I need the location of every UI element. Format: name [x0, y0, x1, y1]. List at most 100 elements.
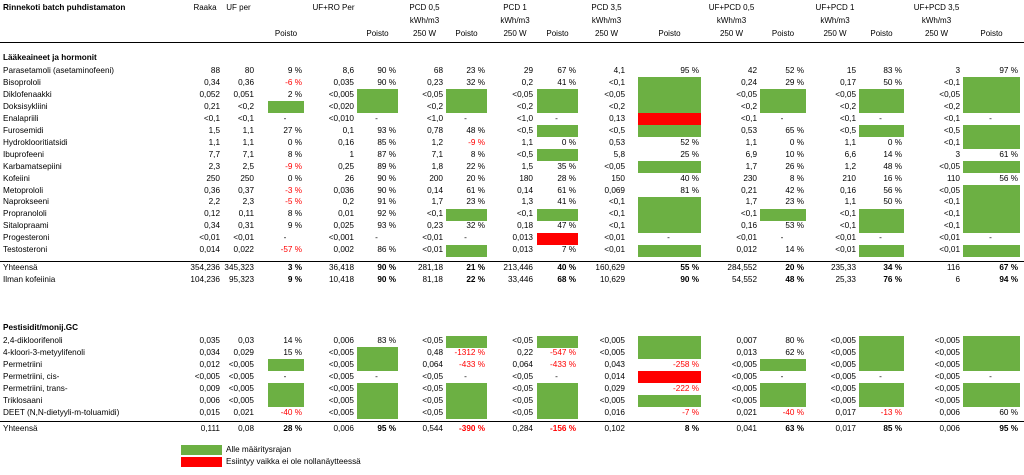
measured-value: 0,029: [233, 347, 255, 357]
measured-value: <0,005: [599, 336, 625, 345]
removal-value: 32 %: [466, 221, 485, 231]
measured-value: <0,2: [426, 101, 443, 111]
column-header-ufpcd35: kWh/m3: [921, 16, 952, 25]
removal-value: 28 %: [557, 173, 576, 183]
measured-value: <0,005: [830, 371, 856, 381]
row-separator: [0, 421, 1024, 422]
measured-value: 0,012: [199, 359, 221, 369]
below-limit-cell: [638, 347, 701, 360]
removal-value: 8 %: [287, 149, 302, 159]
below-limit-cell: [859, 125, 904, 138]
measured-value: <0,005: [934, 383, 960, 393]
removal-value: 21 %: [466, 263, 485, 272]
below-limit-cell: [537, 101, 578, 114]
removal-value: 85 %: [883, 424, 902, 433]
measured-value: <0,005: [934, 395, 960, 405]
below-limit-cell: [268, 101, 304, 114]
column-header-ufpcd1: kWh/m3: [820, 16, 850, 25]
measured-value: 0,041: [736, 424, 758, 433]
row-label: Progesteroni: [3, 233, 50, 243]
below-limit-cell: [446, 383, 487, 396]
measured-value: 0,2: [342, 197, 354, 207]
removal-value: 10 %: [785, 149, 804, 159]
below-limit-cell: [760, 101, 806, 114]
row-label: Propranololi: [3, 209, 47, 219]
measured-value: 0,21: [741, 185, 757, 195]
measured-value: 0,25: [338, 161, 354, 171]
measured-value: -: [464, 371, 467, 381]
measured-value: 3: [955, 66, 960, 75]
removal-value: 47 %: [557, 221, 576, 231]
measured-value: <0,05: [422, 371, 443, 381]
measured-value: 1,1: [745, 137, 757, 147]
removal-value: 7 %: [561, 245, 576, 255]
column-header-p_ufpcd35: Poisto: [980, 29, 1003, 38]
removal-value: 14 %: [283, 336, 302, 345]
measured-value: 0,284: [512, 424, 534, 433]
measured-value: <0,05: [939, 89, 960, 99]
removal-value: 48 %: [785, 275, 804, 284]
measured-value: <0,1: [608, 77, 625, 87]
measured-value: 0,016: [604, 407, 626, 417]
removal-value: 8 %: [470, 149, 485, 159]
measured-value: 5,8: [613, 149, 625, 159]
measured-value: 0,34: [204, 221, 220, 231]
measured-value: <0,005: [328, 395, 354, 405]
measured-value: <0,005: [731, 359, 757, 369]
measured-value: <0,005: [934, 336, 960, 345]
measured-value: -: [780, 113, 784, 123]
measured-value: <0,01: [939, 233, 960, 243]
below-limit-cell: [963, 208, 1020, 221]
removal-value: 0 %: [789, 137, 804, 147]
row-label: Parasetamoli (asetaminofeeni): [3, 66, 115, 75]
measured-value: 54,552: [731, 275, 757, 284]
measured-value: <0,01: [736, 233, 757, 243]
row-label: Permetriini, trans-: [3, 383, 68, 393]
below-limit-cell: [760, 383, 806, 396]
removal-value: 48 %: [466, 125, 485, 135]
measured-value: 0,036: [333, 185, 355, 195]
below-limit-cell: [859, 359, 904, 372]
measured-value: 0,014: [604, 371, 626, 381]
row-label: Triklosaani: [3, 395, 43, 405]
column-header-ufpcd1: 250 W: [823, 29, 847, 38]
measured-value: <0,005: [830, 359, 856, 369]
column-header-ufpcd05: kWh/m3: [716, 16, 747, 25]
below-limit-cell: [268, 359, 304, 372]
measured-value: <0,1: [943, 113, 960, 123]
row-label: Testosteroni: [3, 245, 48, 255]
measured-value: <0,01: [939, 245, 960, 255]
measured-value: 0,064: [512, 359, 534, 369]
removal-value: 53 %: [785, 221, 804, 231]
removal-value: -57 %: [280, 245, 302, 255]
measured-value: 1: [349, 149, 354, 159]
row-label: Furosemidi: [3, 125, 44, 135]
measured-value: <0,5: [516, 125, 533, 135]
measured-value: 250: [240, 173, 254, 183]
below-limit-cell: [268, 395, 304, 408]
removal-value: 27 %: [283, 125, 302, 135]
measured-value: <0,005: [194, 371, 220, 381]
removal-value: 90 %: [377, 66, 396, 75]
measured-value: <0,1: [943, 137, 960, 147]
removal-value: 97 %: [999, 66, 1018, 75]
measured-value: <0,05: [512, 336, 533, 345]
removal-value: -433 %: [459, 359, 485, 369]
measured-value: 0,014: [199, 245, 221, 255]
measured-value: <0,2: [943, 101, 960, 111]
measured-value: <0,1: [943, 197, 960, 207]
measured-value: <0,5: [608, 125, 625, 135]
removal-value: 62 %: [785, 347, 804, 357]
measured-value: -: [375, 371, 378, 381]
removal-value: 81 %: [680, 185, 699, 195]
measured-value: <0,2: [237, 101, 254, 111]
removal-value: 61 %: [999, 149, 1018, 159]
legend-label: Alle määritysrajan: [226, 445, 292, 454]
removal-value: 80 %: [785, 336, 804, 345]
measured-value: 0,017: [835, 424, 857, 433]
measured-value: 68: [433, 66, 443, 75]
removal-value: -547 %: [550, 347, 576, 357]
measured-value: 180: [519, 173, 533, 183]
row-label: DEET (N,N-dietyyli-m-toluamidi): [3, 407, 120, 417]
measured-value: 0,12: [204, 209, 220, 219]
